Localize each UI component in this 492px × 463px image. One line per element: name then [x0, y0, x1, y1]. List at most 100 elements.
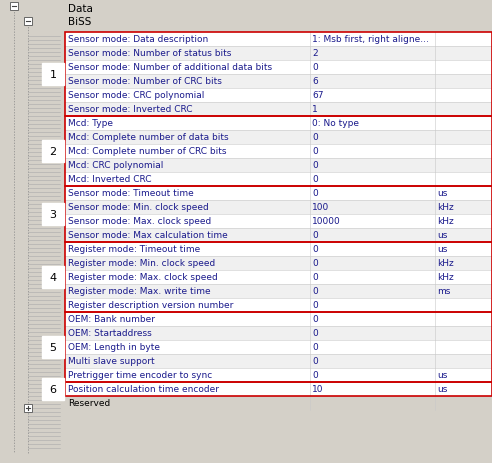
Bar: [65, 257, 492, 270]
Bar: [65, 117, 492, 187]
Bar: [10, 3, 18, 11]
Bar: [65, 354, 492, 368]
Text: Sensor mode: Number of status bits: Sensor mode: Number of status bits: [68, 50, 231, 58]
Bar: [24, 404, 32, 412]
Text: Register mode: Max. clock speed: Register mode: Max. clock speed: [68, 273, 218, 282]
Text: 0: 0: [312, 287, 318, 296]
Bar: [65, 270, 492, 284]
Bar: [65, 187, 492, 200]
Text: Sensor mode: CRC polynomial: Sensor mode: CRC polynomial: [68, 91, 204, 100]
Bar: [65, 75, 492, 89]
Bar: [24, 18, 32, 26]
Bar: [65, 33, 492, 117]
Text: kHz: kHz: [437, 203, 454, 212]
Text: 10: 10: [312, 385, 324, 394]
Text: Data: Data: [68, 4, 93, 14]
Text: OEM: Length in byte: OEM: Length in byte: [68, 343, 160, 352]
Text: us: us: [437, 189, 447, 198]
Bar: [65, 396, 492, 410]
Text: 0: 0: [312, 315, 318, 324]
Text: Sensor mode: Max calculation time: Sensor mode: Max calculation time: [68, 231, 228, 240]
Text: 2: 2: [312, 50, 318, 58]
Text: 0: 0: [312, 357, 318, 366]
Text: 6: 6: [312, 77, 318, 86]
Text: 0: 0: [312, 245, 318, 254]
Text: 100: 100: [312, 203, 329, 212]
Text: Reserved: Reserved: [68, 399, 110, 407]
Text: 0: 0: [312, 189, 318, 198]
Text: 2: 2: [49, 147, 57, 156]
Text: 0: 0: [312, 259, 318, 268]
Text: Sensor mode: Inverted CRC: Sensor mode: Inverted CRC: [68, 105, 192, 114]
Text: 0: 0: [312, 175, 318, 184]
Text: Sensor mode: Min. clock speed: Sensor mode: Min. clock speed: [68, 203, 209, 212]
Text: 10000: 10000: [312, 217, 341, 226]
Bar: [65, 61, 492, 75]
Text: BiSS: BiSS: [68, 17, 92, 27]
Bar: [65, 200, 492, 214]
Bar: [65, 131, 492, 144]
Text: kHz: kHz: [437, 217, 454, 226]
Bar: [65, 117, 492, 131]
Text: Sensor mode: Number of CRC bits: Sensor mode: Number of CRC bits: [68, 77, 222, 86]
Bar: [65, 243, 492, 313]
Text: Multi slave support: Multi slave support: [68, 357, 154, 366]
Text: 0: 0: [312, 343, 318, 352]
Text: 3: 3: [50, 210, 57, 219]
Text: 0: 0: [312, 161, 318, 170]
Text: Register mode: Min. clock speed: Register mode: Min. clock speed: [68, 259, 215, 268]
Text: Register description version number: Register description version number: [68, 301, 233, 310]
Text: 0: 0: [312, 371, 318, 380]
Bar: [65, 340, 492, 354]
Bar: [65, 313, 492, 326]
Text: ms: ms: [437, 287, 450, 296]
Bar: [65, 382, 492, 396]
Bar: [42, 64, 64, 86]
Text: Mcd: CRC polynomial: Mcd: CRC polynomial: [68, 161, 163, 170]
Text: Mcd: Type: Mcd: Type: [68, 119, 113, 128]
Bar: [65, 298, 492, 313]
Text: 0: 0: [312, 133, 318, 142]
Bar: [65, 214, 492, 229]
Text: 0: 0: [312, 301, 318, 310]
Text: 0: 0: [312, 231, 318, 240]
Text: 4: 4: [49, 272, 57, 282]
Text: 0: 0: [312, 273, 318, 282]
Bar: [65, 144, 492, 159]
Bar: [42, 266, 64, 288]
Bar: [65, 89, 492, 103]
Text: OEM: Bank number: OEM: Bank number: [68, 315, 155, 324]
Text: us: us: [437, 385, 447, 394]
Bar: [65, 284, 492, 298]
Bar: [65, 243, 492, 257]
Text: kHz: kHz: [437, 259, 454, 268]
Text: OEM: Startaddress: OEM: Startaddress: [68, 329, 152, 338]
Text: 0: 0: [312, 329, 318, 338]
Text: 5: 5: [50, 342, 57, 352]
Text: Register mode: Max. write time: Register mode: Max. write time: [68, 287, 211, 296]
Text: 0: No type: 0: No type: [312, 119, 359, 128]
Text: 67: 67: [312, 91, 324, 100]
Bar: [42, 336, 64, 358]
Text: Mcd: Complete number of data bits: Mcd: Complete number of data bits: [68, 133, 229, 142]
Text: 1: 1: [50, 70, 57, 80]
Bar: [65, 47, 492, 61]
Text: Position calculation time encoder: Position calculation time encoder: [68, 385, 219, 394]
Bar: [65, 159, 492, 173]
Text: us: us: [437, 371, 447, 380]
Text: Pretrigger time encoder to sync: Pretrigger time encoder to sync: [68, 371, 212, 380]
Text: Register mode: Timeout time: Register mode: Timeout time: [68, 245, 200, 254]
Bar: [65, 326, 492, 340]
Text: 1: Msb first, right aligne...: 1: Msb first, right aligne...: [312, 36, 429, 44]
Bar: [65, 368, 492, 382]
Text: 0: 0: [312, 63, 318, 72]
Bar: [65, 173, 492, 187]
Text: Sensor mode: Number of additional data bits: Sensor mode: Number of additional data b…: [68, 63, 272, 72]
Bar: [42, 204, 64, 225]
Bar: [65, 103, 492, 117]
Text: kHz: kHz: [437, 273, 454, 282]
Text: us: us: [437, 245, 447, 254]
Text: Mcd: Inverted CRC: Mcd: Inverted CRC: [68, 175, 152, 184]
Text: 6: 6: [50, 384, 57, 394]
Bar: [65, 229, 492, 243]
